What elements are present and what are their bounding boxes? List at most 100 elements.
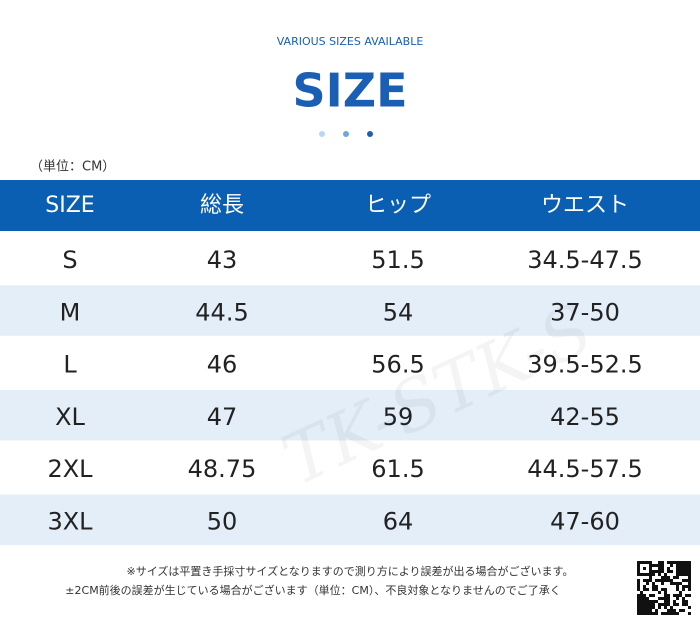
dot xyxy=(343,131,349,137)
qr-module xyxy=(673,609,676,612)
qr-module xyxy=(673,603,676,606)
qr-module xyxy=(688,579,691,582)
qr-module xyxy=(649,570,652,573)
qr-module xyxy=(664,603,667,606)
qr-module xyxy=(652,600,655,603)
qr-module xyxy=(643,585,646,588)
qr-module xyxy=(640,603,643,606)
table-row xyxy=(0,442,700,493)
qr-module xyxy=(679,564,682,567)
qr-module xyxy=(673,561,676,564)
qr-module xyxy=(664,600,667,603)
qr-module xyxy=(637,564,640,567)
qr-module xyxy=(649,612,652,615)
qr-module xyxy=(685,564,688,567)
qr-module xyxy=(643,609,646,612)
qr-module xyxy=(664,576,667,579)
qr-module xyxy=(688,576,691,579)
qr-module xyxy=(679,570,682,573)
qr-module xyxy=(661,567,664,570)
qr-module xyxy=(640,591,643,594)
qr-module xyxy=(679,591,682,594)
qr-module xyxy=(676,585,679,588)
qr-module xyxy=(658,597,661,600)
note: ±2CM前後の誤差が生じている場合がございます（単位：CM）、不良対象となりませ… xyxy=(65,583,560,597)
qr-module xyxy=(643,579,646,582)
qr-module xyxy=(673,582,676,585)
table-cell: 42-55 xyxy=(550,403,620,431)
table-cell: 2XL xyxy=(47,455,93,483)
column-header: ウエスト xyxy=(541,193,629,218)
qr-module xyxy=(652,582,655,585)
qr-module xyxy=(649,579,652,582)
qr-module xyxy=(646,573,649,576)
qr-module xyxy=(658,567,661,570)
qr-module xyxy=(676,612,679,615)
qr-module xyxy=(664,579,667,582)
qr-module xyxy=(652,594,655,597)
qr-module xyxy=(661,597,664,600)
qr-module xyxy=(637,597,640,600)
qr-module xyxy=(652,606,655,609)
table-cell: 37-50 xyxy=(550,298,620,326)
qr-module xyxy=(652,564,655,567)
qr-module xyxy=(649,606,652,609)
qr-module xyxy=(640,600,643,603)
qr-module xyxy=(664,588,667,591)
qr-module xyxy=(643,600,646,603)
qr-module xyxy=(670,561,673,564)
qr-module xyxy=(643,594,646,597)
qr-module xyxy=(682,561,685,564)
qr-module xyxy=(676,570,679,573)
table-cell: 44.5-57.5 xyxy=(527,455,643,483)
qr-module xyxy=(688,588,691,591)
qr-module xyxy=(682,603,685,606)
qr-module xyxy=(667,567,670,570)
qr-module xyxy=(640,606,643,609)
table-cell: 59 xyxy=(383,403,414,431)
qr-module xyxy=(637,561,640,564)
qr-module xyxy=(646,606,649,609)
qr-module xyxy=(688,564,691,567)
qr-module xyxy=(637,579,640,582)
qr-module xyxy=(667,594,670,597)
qr-module xyxy=(637,588,640,591)
qr-module xyxy=(637,567,640,570)
qr-module xyxy=(685,561,688,564)
qr-module xyxy=(676,588,679,591)
qr-module xyxy=(646,561,649,564)
qr-module xyxy=(685,585,688,588)
qr-module xyxy=(670,570,673,573)
table-cell: 46 xyxy=(207,351,238,379)
qr-module xyxy=(640,573,643,576)
qr-module xyxy=(676,603,679,606)
qr-module xyxy=(646,588,649,591)
table-cell: 39.5-52.5 xyxy=(527,351,643,379)
qr-module xyxy=(649,600,652,603)
qr-module xyxy=(661,576,664,579)
table-cell: XL xyxy=(55,403,85,431)
qr-module xyxy=(664,594,667,597)
qr-module xyxy=(643,612,646,615)
table-cell: L xyxy=(63,351,77,379)
qr-module xyxy=(685,579,688,582)
qr-module xyxy=(685,570,688,573)
qr-module xyxy=(649,564,652,567)
qr-module xyxy=(643,561,646,564)
qr-module xyxy=(661,582,664,585)
table-cell: M xyxy=(60,298,81,326)
qr-module xyxy=(688,570,691,573)
table-cell: 44.5 xyxy=(195,298,248,326)
column-header: 総長 xyxy=(200,193,244,218)
qr-module xyxy=(649,573,652,576)
qr-module xyxy=(655,564,658,567)
qr-module xyxy=(652,573,655,576)
qr-module xyxy=(679,582,682,585)
qr-module xyxy=(658,561,661,564)
column-header: SIZE xyxy=(45,193,94,218)
subtitle: VARIOUS SIZES AVAILABLE xyxy=(277,35,424,48)
qr-module xyxy=(673,612,676,615)
qr-module xyxy=(667,570,670,573)
table-cell: 54 xyxy=(383,298,414,326)
